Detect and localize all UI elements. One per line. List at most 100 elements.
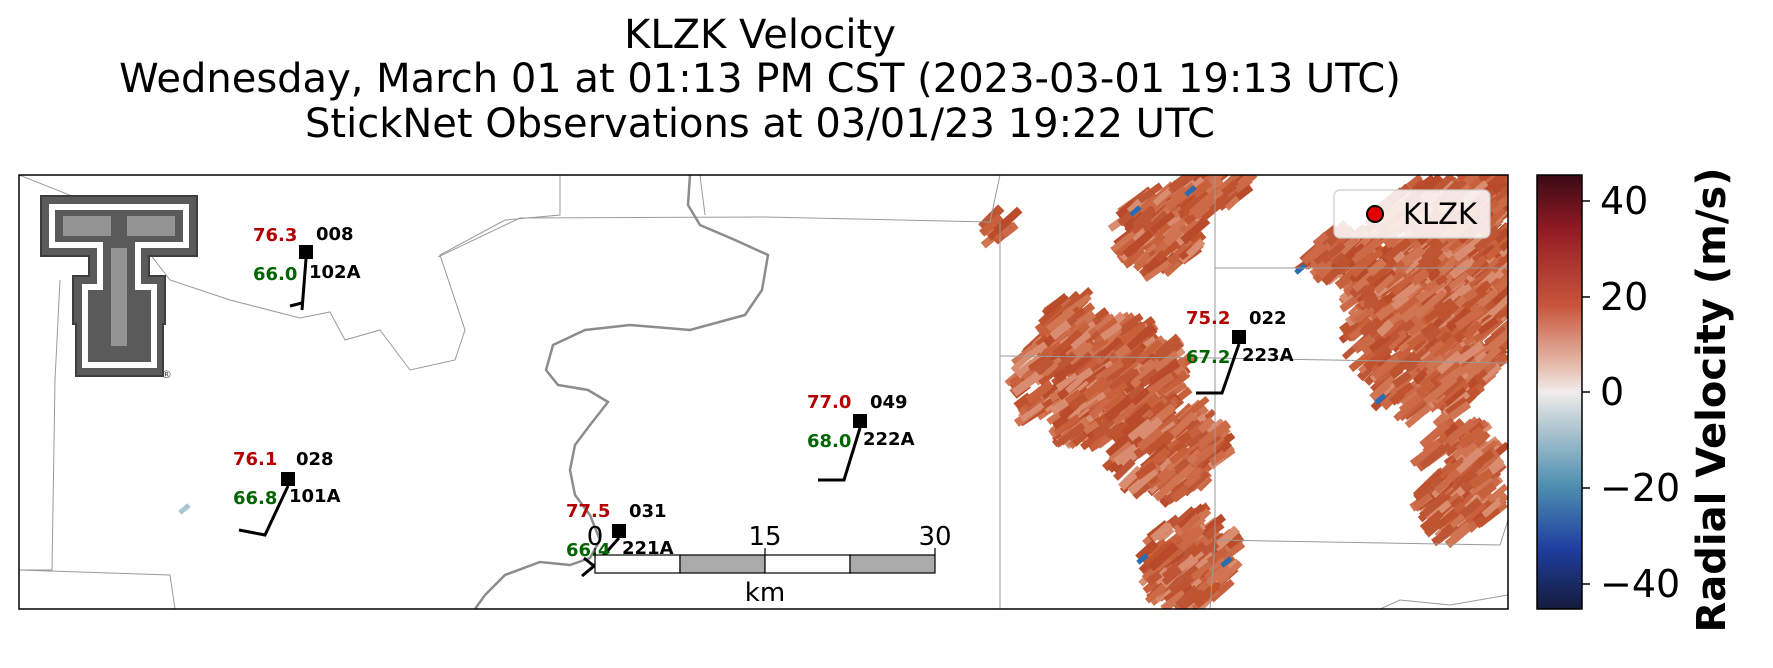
title-time: Wednesday, March 01 at 01:13 PM CST (202… (119, 56, 1401, 102)
velocity-gate (1146, 372, 1175, 396)
title-observations: StickNet Observations at 03/01/23 19:22 … (305, 101, 1215, 147)
legend: KLZK (1333, 189, 1491, 239)
velocity-gate (1406, 330, 1430, 350)
velocity-gate (1409, 268, 1430, 286)
velocity-gate-inbound (1220, 556, 1233, 568)
velocity-gate (1183, 471, 1202, 489)
velocity-gate (1197, 416, 1216, 434)
velocity-gate (1193, 582, 1221, 608)
velocity-gate (1186, 432, 1204, 449)
velocity-gate (1124, 343, 1142, 358)
velocity-gate (1092, 410, 1122, 439)
colorbar-tick-20: 20 (1600, 275, 1649, 319)
velocity-gate (1473, 431, 1491, 448)
velocity-gate (1465, 503, 1488, 525)
velocity-gate (1181, 565, 1201, 583)
velocity-gate (1143, 210, 1169, 235)
velocity-gate (1313, 232, 1329, 248)
velocity-gate (1108, 440, 1133, 463)
velocity-gate (1473, 227, 1501, 253)
station-221A[interactable]: 77.5 031 66.4 221A (566, 501, 674, 578)
velocity-gate (1348, 347, 1377, 373)
velocity-gate (1177, 503, 1205, 529)
velocity-gate (1104, 422, 1122, 439)
velocity-gate (1055, 372, 1080, 392)
velocity-gate (1474, 280, 1492, 297)
velocity-gate (1376, 319, 1395, 337)
velocity-gate (1011, 369, 1044, 397)
velocity-gate (1438, 495, 1465, 519)
velocity-gate-inbound (1184, 185, 1197, 197)
velocity-gate (1351, 249, 1368, 265)
velocity-gate (1038, 301, 1064, 326)
velocity-gate (1206, 546, 1229, 566)
velocity-gate (1129, 214, 1155, 238)
velocity-gate (1051, 414, 1069, 430)
velocity-gate (1167, 244, 1189, 266)
velocity-gate (1155, 370, 1189, 397)
trademark-symbol: ® (161, 368, 172, 381)
velocity-gate (1065, 378, 1089, 400)
velocity-gate (1110, 230, 1136, 253)
velocity-gate (1423, 297, 1455, 324)
velocity-gate (979, 213, 1004, 237)
velocity-gate (1404, 403, 1433, 429)
colorbar-tick-minus-20: −20 (1600, 466, 1681, 510)
velocity-gate (1122, 229, 1154, 259)
velocity-gate (1189, 541, 1207, 558)
velocity-gate (1155, 333, 1181, 358)
velocity-gate (1455, 341, 1485, 366)
velocity-gate (1490, 177, 1508, 196)
dewpoint-label: 66.8 (233, 488, 277, 509)
velocity-gate (1182, 543, 1199, 559)
velocity-gate (1457, 426, 1485, 449)
scale-tick-15: 15 (748, 522, 781, 552)
velocity-gate (1136, 427, 1164, 452)
station-102A[interactable]: 76.3 008 66.0 102A (253, 224, 361, 311)
velocity-gate (1188, 188, 1219, 216)
velocity-gate (1145, 570, 1163, 586)
velocity-gate (1027, 354, 1049, 372)
county-boundaries (19, 175, 1508, 609)
velocity-gate (1442, 375, 1467, 399)
velocity-gate (1400, 245, 1426, 267)
velocity-gate (1049, 320, 1072, 341)
station-101A[interactable]: 76.1 028 66.8 101A (233, 449, 341, 537)
velocity-gate (1461, 442, 1478, 459)
station-222A[interactable]: 77.0 049 68.0 222A (807, 392, 915, 482)
velocity-gate (1350, 250, 1378, 278)
velocity-gate (1344, 242, 1366, 261)
velocity-gate (1133, 252, 1153, 272)
colorbar-tick-40: 40 (1600, 179, 1649, 223)
velocity-gate (1477, 288, 1499, 309)
velocity-gate (1097, 337, 1122, 360)
velocity-gate (1175, 585, 1200, 609)
velocity-gate (1469, 468, 1494, 490)
velocity-gate (1413, 293, 1442, 320)
velocity-gate (1482, 175, 1499, 177)
velocity-gate (1127, 418, 1154, 442)
dewpoint-label: 67.2 (1186, 347, 1230, 368)
velocity-gate (1462, 320, 1483, 340)
velocity-gate (1108, 367, 1138, 392)
station-id-label: 222A (863, 429, 915, 450)
velocity-gate (1485, 327, 1508, 354)
velocity-gate (1147, 542, 1179, 572)
velocity-gate (1057, 351, 1077, 371)
velocity-gate (1126, 323, 1157, 351)
velocity-gate (1178, 192, 1196, 210)
station-223A[interactable]: 75.2 022 67.2 223A (1186, 308, 1294, 395)
velocity-gate (1478, 175, 1508, 197)
velocity-gate (1462, 448, 1484, 467)
velocity-gate (1204, 522, 1225, 540)
velocity-gate (1071, 330, 1092, 348)
velocity-gate (1113, 236, 1136, 257)
velocity-gate (1100, 321, 1123, 341)
velocity-gate (1053, 414, 1081, 436)
velocity-gate (1105, 381, 1128, 401)
velocity-gate (1177, 188, 1209, 219)
pressure-label: 028 (296, 449, 334, 470)
velocity-gate (1432, 175, 1456, 195)
velocity-gate (1363, 345, 1393, 371)
